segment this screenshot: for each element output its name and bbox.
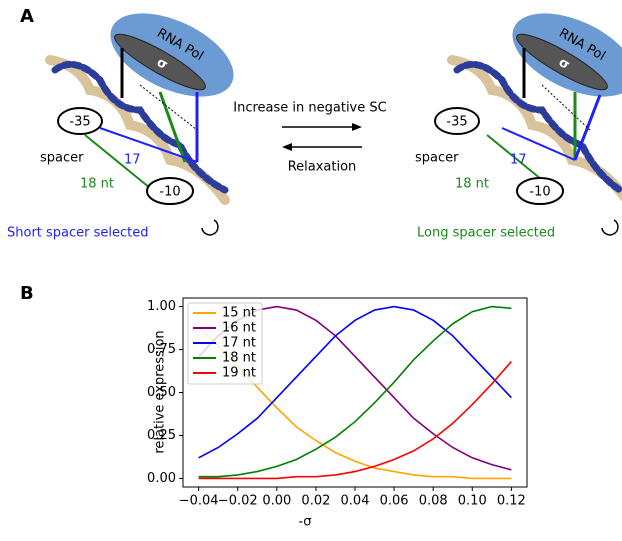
x-axis-label: -σ [299,515,312,530]
spacer-17 [99,127,198,163]
legend-label: 17 nt [222,336,256,351]
panel-label: B [20,283,34,304]
diagram-right: RNA Pol σ -35 -10 spacer 17 18 nt Long s… [415,13,622,241]
legend-box [187,302,263,385]
x-tick-label: −0.02 [218,494,258,509]
long-label: 18 nt [455,177,489,192]
series-line [198,305,512,459]
short-label: 17 [124,153,141,168]
short-label: 17 [510,153,527,168]
box-35 [57,107,103,135]
x-tick-label: −0.04 [179,494,219,509]
box-10 [146,177,194,205]
box-35-label: -35 [69,115,90,130]
legend-label: 18 nt [222,351,256,366]
y-tick-label: 0.00 [147,471,176,486]
x-tick-label: 0.04 [341,494,370,509]
twist [601,219,619,236]
x-tick-label: 0.10 [458,494,487,509]
box-10-label: -10 [529,185,550,200]
x-tick-label: 0.12 [497,494,526,509]
box-35-label: -35 [446,115,467,130]
long-label: 18 nt [80,177,114,192]
caption: Long spacer selected [417,226,555,241]
guide [139,84,198,131]
link-17 [573,94,602,161]
caption: Short spacer selected [7,226,149,241]
sigma [516,33,608,91]
y-tick-label: 0.75 [147,342,176,357]
x-tick-label: 0.08 [419,494,448,509]
legend-label: 16 nt [222,321,256,336]
box-10 [516,177,564,205]
x-tick-label: 0.02 [301,494,330,509]
dna [45,55,230,205]
x-tick-label: 0.06 [380,494,409,509]
series-line [198,361,512,480]
arrowhead [282,143,292,151]
guide [541,84,591,131]
y-tick-label: 0.50 [147,385,176,400]
diagram-left: RNA Pol σ -35 -10 spacer 17 18 nt Short … [7,13,234,241]
y-tick-label: 0.25 [147,428,176,443]
backward-label: Relaxation [288,160,357,175]
legend-label: 19 nt [222,366,256,381]
y-tick-label: 1.00 [147,299,176,314]
legend-label: 15 nt [222,306,256,321]
box-35 [434,107,480,135]
x-tick-label: 0.00 [262,494,291,509]
spacer-label: spacer [415,151,459,166]
sigma [114,33,206,91]
forward-label: Increase in negative SC [233,101,386,116]
box-10-label: -10 [159,185,180,200]
twist [201,219,219,236]
dna [447,55,622,202]
polymerase [110,13,234,97]
panel-label: A [20,6,34,27]
spacer-17 [501,127,576,161]
spacer-18 [84,134,151,189]
spacer-label: spacer [40,151,84,166]
link-18 [158,91,187,163]
y-axis-label: relative expression [153,330,168,453]
series-line [198,305,512,478]
arrowhead [352,123,362,131]
polymerase [512,13,622,97]
